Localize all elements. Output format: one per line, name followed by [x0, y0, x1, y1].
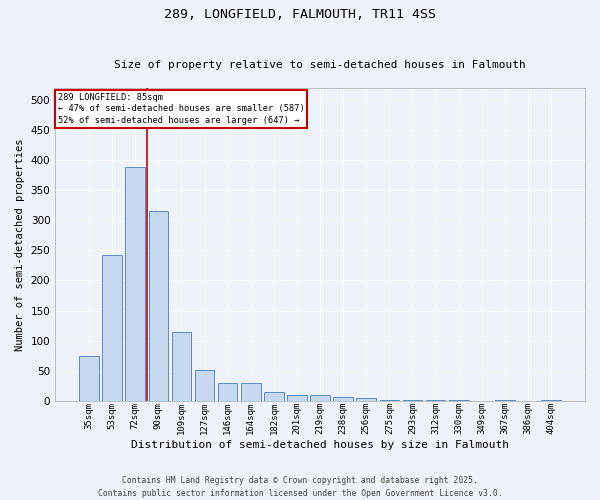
Bar	[356, 398, 376, 401]
Text: 289 LONGFIELD: 85sqm
← 47% of semi-detached houses are smaller (587)
52% of semi: 289 LONGFIELD: 85sqm ← 47% of semi-detac…	[58, 92, 305, 125]
Bar	[310, 396, 330, 401]
Bar	[264, 392, 284, 401]
Bar	[287, 396, 307, 401]
Text: 289, LONGFIELD, FALMOUTH, TR11 4SS: 289, LONGFIELD, FALMOUTH, TR11 4SS	[164, 8, 436, 20]
Title: Size of property relative to semi-detached houses in Falmouth: Size of property relative to semi-detach…	[114, 60, 526, 70]
X-axis label: Distribution of semi-detached houses by size in Falmouth: Distribution of semi-detached houses by …	[131, 440, 509, 450]
Bar	[125, 168, 145, 401]
Bar	[241, 383, 260, 401]
Y-axis label: Number of semi-detached properties: Number of semi-detached properties	[15, 138, 25, 350]
Bar	[495, 400, 515, 401]
Bar	[426, 400, 445, 401]
Bar	[541, 400, 561, 401]
Bar	[103, 254, 122, 401]
Bar	[403, 400, 422, 401]
Text: Contains HM Land Registry data © Crown copyright and database right 2025.
Contai: Contains HM Land Registry data © Crown c…	[98, 476, 502, 498]
Bar	[334, 396, 353, 401]
Bar	[218, 383, 238, 401]
Bar	[79, 356, 99, 401]
Bar	[172, 332, 191, 401]
Bar	[195, 370, 214, 401]
Bar	[449, 400, 469, 401]
Bar	[380, 400, 399, 401]
Bar	[149, 212, 168, 401]
